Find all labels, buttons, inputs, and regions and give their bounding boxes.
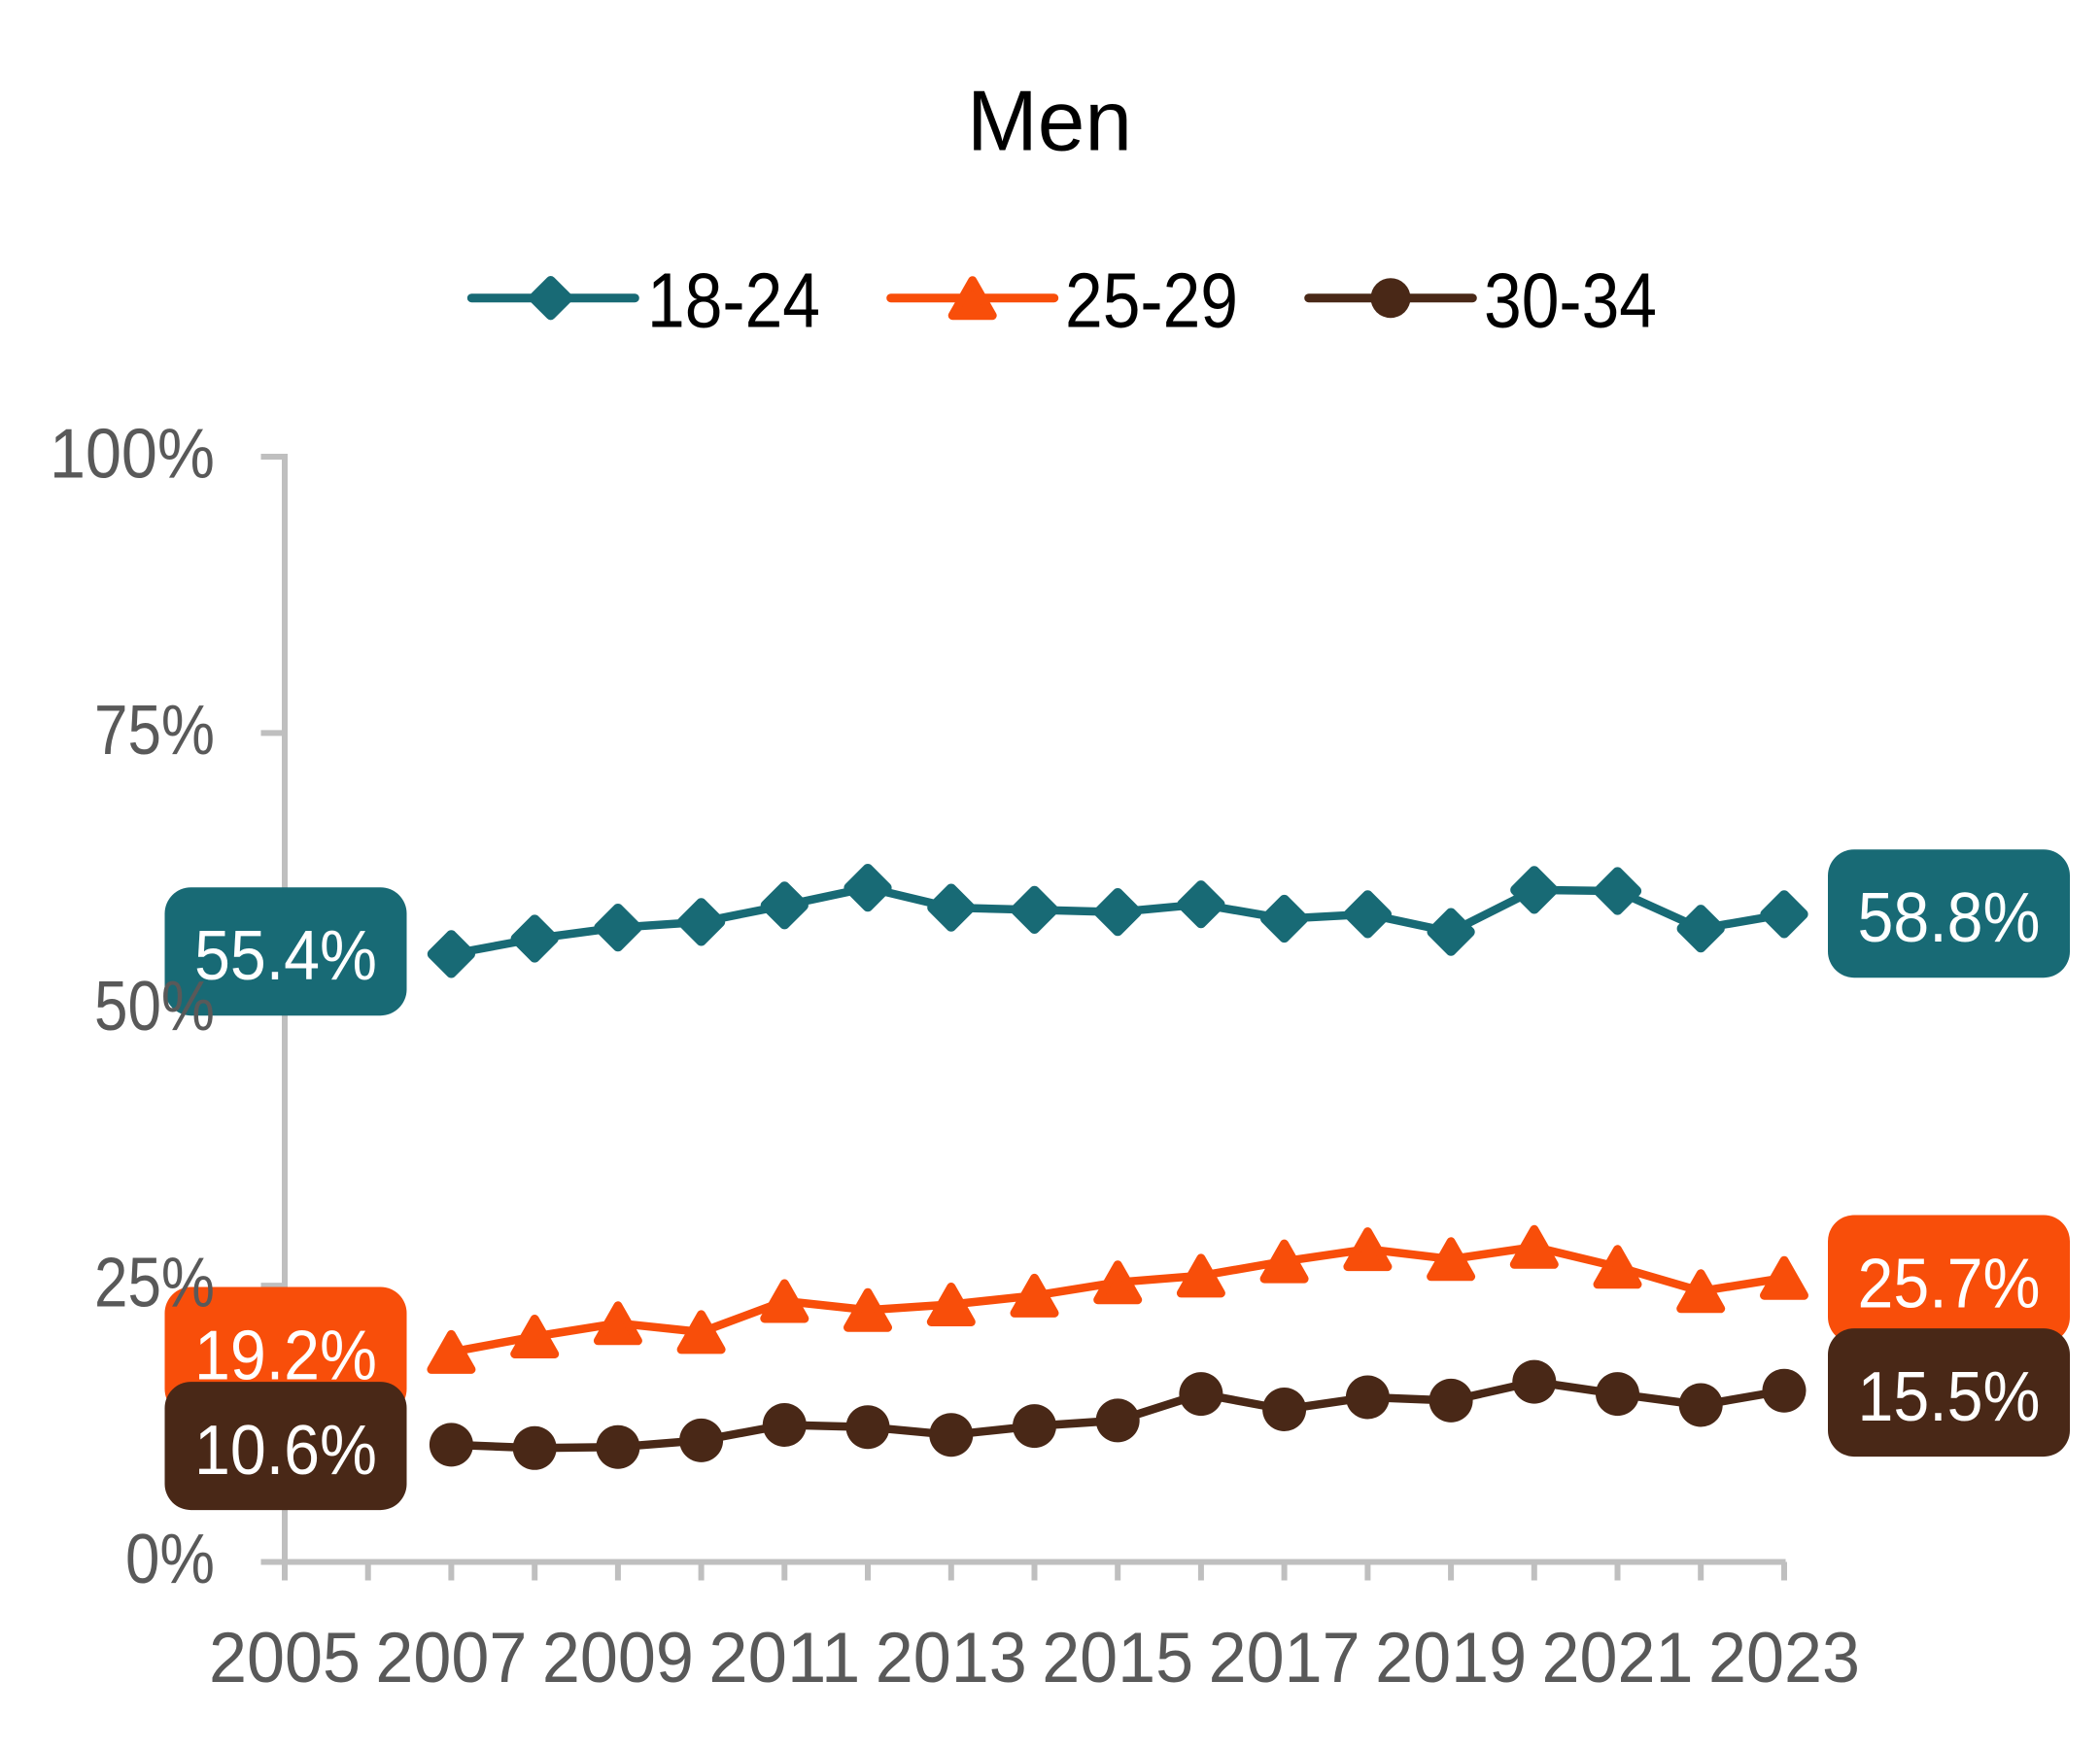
svg-text:25%: 25% <box>94 1245 215 1322</box>
svg-text:15.5%: 15.5% <box>1858 1357 2041 1436</box>
svg-text:0%: 0% <box>125 1521 215 1598</box>
svg-text:19.2%: 19.2% <box>194 1317 377 1395</box>
svg-text:25-29: 25-29 <box>1065 257 1238 344</box>
svg-text:75%: 75% <box>94 692 215 770</box>
svg-text:2015: 2015 <box>1042 1619 1193 1698</box>
svg-text:55.4%: 55.4% <box>194 916 377 995</box>
svg-text:2009: 2009 <box>542 1619 694 1698</box>
svg-text:25.7%: 25.7% <box>1858 1245 2041 1323</box>
svg-text:2013: 2013 <box>876 1619 1027 1698</box>
svg-text:58.8%: 58.8% <box>1858 878 2041 957</box>
svg-text:100%: 100% <box>50 416 215 494</box>
svg-text:2019: 2019 <box>1375 1619 1527 1698</box>
svg-text:18-24: 18-24 <box>647 257 820 344</box>
svg-text:2021: 2021 <box>1542 1619 1694 1698</box>
svg-text:2005: 2005 <box>209 1619 361 1698</box>
svg-text:2011: 2011 <box>708 1619 860 1698</box>
svg-text:30-34: 30-34 <box>1484 257 1657 344</box>
svg-text:Men: Men <box>967 73 1132 169</box>
svg-text:2023: 2023 <box>1708 1619 1860 1698</box>
svg-text:10.6%: 10.6% <box>194 1411 377 1490</box>
svg-text:2017: 2017 <box>1209 1619 1360 1698</box>
svg-text:50%: 50% <box>94 968 215 1046</box>
svg-text:2007: 2007 <box>375 1619 527 1698</box>
